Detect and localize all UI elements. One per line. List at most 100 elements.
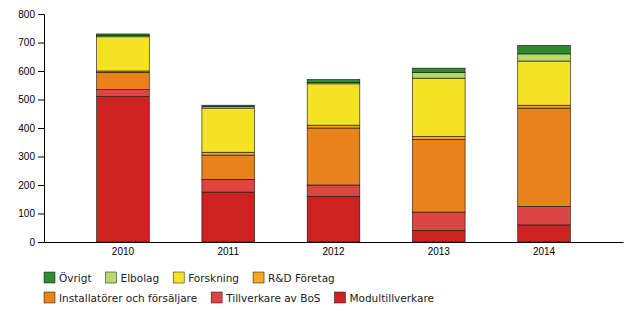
legend-item: Forskning [173,272,239,284]
bar-segment [307,185,360,196]
y-tick-mark [38,157,44,158]
x-tick: 2013 [428,242,451,257]
legend-item: Övrigt [44,272,92,284]
bar-segment [412,137,465,140]
bar-segment [518,206,571,225]
y-tick: 700 [18,37,44,48]
bar-segment [412,139,465,212]
y-tick-label: 0 [29,237,35,248]
bar-segment [518,108,571,206]
x-axis: 2010 2011 2012 2013 2014 [45,242,624,257]
y-tick: 100 [18,208,44,219]
y-tick-mark [38,100,44,101]
y-tick-mark [38,185,44,186]
bar-segment [412,231,465,242]
y-tick-label: 600 [18,66,35,77]
y-tick-label: 400 [18,123,35,134]
x-axis-line [45,242,624,243]
y-tick-mark [38,128,44,129]
bar-segment [97,72,150,89]
legend-swatch [211,292,222,303]
bar-segment [412,68,465,72]
legend-swatch [334,292,345,303]
bar-segment [412,78,465,136]
y-tick: 400 [18,123,44,134]
legend-label: Elbolag [121,272,160,284]
y-tick-mark [38,14,44,15]
bar-segment [307,80,360,83]
bar-segment [518,54,571,61]
y-tick: 200 [18,180,44,191]
y-tick: 600 [18,66,44,77]
x-tick: 2012 [322,242,345,257]
bar-segment [307,84,360,125]
x-tick: 2010 [112,242,135,257]
plot: 0100200300400500600700800201020112012201… [18,9,623,257]
y-axis-line [38,15,45,243]
x-tick-label: 2013 [428,246,451,257]
legend-item: Elbolag [106,272,160,284]
bar-segment [307,125,360,128]
bar-segment [412,212,465,231]
bar-segment [307,196,360,242]
legend-label: Övrigt [59,272,92,284]
bar-segment [518,61,571,105]
legend-item: R&D Företag [253,272,335,284]
legend-label: Forskning [188,272,239,284]
y-tick-mark [38,43,44,44]
y-tick: 300 [18,151,44,162]
bar-segment [202,192,255,242]
x-tick-label: 2011 [217,246,239,257]
bar-segment [202,179,255,192]
y-axis: 0 100 200 300 400 500 600 700 800 [18,9,44,248]
y-tick-mark [38,242,44,243]
legend-swatch [106,272,117,283]
series [97,35,571,108]
y-tick-label: 800 [18,9,35,20]
legend-label: R&D Företag [268,272,335,284]
bar-segment [97,97,150,242]
bar-segment [202,105,255,106]
bar-segment [307,128,360,185]
series [97,34,571,107]
bar-segment [202,108,255,152]
legend-item: Installatörer och försäljare [44,292,197,304]
legend-swatch [44,272,55,283]
y-tick-label: 700 [18,37,35,48]
x-tick-label: 2012 [322,246,345,257]
bar-segment [202,152,255,155]
bar-segment [518,45,571,54]
bars [97,34,571,242]
bar-segment [202,155,255,179]
bar-segment [518,225,571,242]
bar-segment [97,34,150,35]
legend-item: Tillverkare av BoS [211,292,321,304]
bar-segment [97,90,150,97]
series [97,37,571,152]
y-tick: 500 [18,94,44,105]
y-tick-label: 300 [18,151,35,162]
bar-segment [97,37,150,71]
legend-swatch [44,292,55,303]
legend-swatch [173,272,184,283]
legend-swatch [253,272,264,283]
x-tick: 2014 [533,242,556,257]
x-tick-label: 2014 [533,246,556,257]
series [97,71,571,155]
bar-segment [518,105,571,108]
y-tick-label: 100 [18,208,35,219]
legend-label: Installatörer och försäljare [59,292,197,304]
y-tick-label: 500 [18,94,35,105]
legend-label: Tillverkare av BoS [225,292,321,304]
y-tick: 0 [29,237,44,248]
bar-segment [412,72,465,78]
x-tick: 2011 [217,242,239,257]
y-tick-mark [38,71,44,72]
legend-label: Modultillverkare [349,292,433,304]
y-tick-mark [38,214,44,215]
series [97,72,571,212]
y-tick-label: 200 [18,180,35,191]
legend-item: Modultillverkare [334,292,433,304]
y-tick: 800 [18,9,44,20]
legend: Övrigt Elbolag Forskning R&D Företag Install… [44,272,434,304]
